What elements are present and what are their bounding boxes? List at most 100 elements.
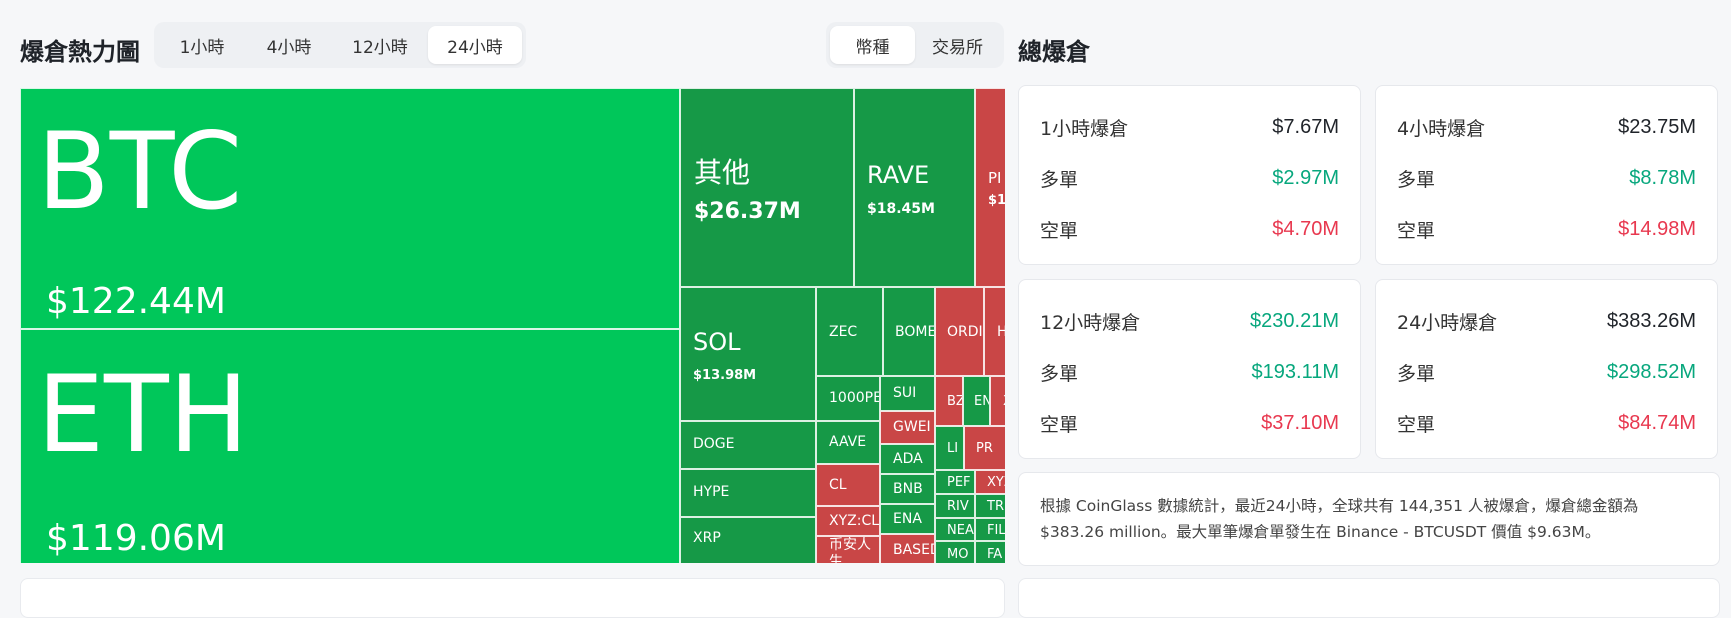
heatmap-cell-xyz[interactable]: XYZ xyxy=(975,470,1005,494)
stat-short-row: 空單 $84.74M xyxy=(1397,408,1696,438)
heatmap-cell-doge[interactable]: DOGE xyxy=(680,421,816,469)
heatmap-cell-hype[interactable]: HYPE xyxy=(680,469,816,517)
heatmap-cell-other[interactable]: 其他 $26.37M xyxy=(680,88,854,287)
tab-4h[interactable]: 4小時 xyxy=(266,37,312,58)
heatmap-cell-zec[interactable]: ZEC xyxy=(816,287,883,376)
stat-total-value: $383.26M xyxy=(1607,309,1696,332)
long-value: $193.11M xyxy=(1251,360,1339,383)
heatmap-cell-ada[interactable]: ADA xyxy=(880,444,935,474)
stat-total-value: $7.67M xyxy=(1272,115,1339,138)
stat-total-row: 1小時爆倉 $7.67M xyxy=(1040,112,1339,142)
heatmap-cell-1000pe[interactable]: 1000PE xyxy=(816,376,880,421)
cell-symbol: BASED xyxy=(893,542,934,558)
time-range-selector: 1小時 4小時 12小時 24小時 xyxy=(154,22,526,68)
heatmap-cell-pr[interactable]: PR xyxy=(964,426,1005,470)
cell-value: $119.06M xyxy=(46,518,226,559)
heatmap-cell-binance-life[interactable]: 币安人生 xyxy=(816,536,880,563)
short-label: 空單 xyxy=(1397,413,1436,436)
tab-coin[interactable]: 幣種 xyxy=(830,26,915,64)
heatmap-cell-bome[interactable]: BOME xyxy=(883,287,935,376)
short-value: $37.10M xyxy=(1261,411,1339,434)
heatmap-cell-tr[interactable]: TR xyxy=(975,494,1005,518)
tab-1h[interactable]: 1小時 xyxy=(179,37,225,58)
tab-24h[interactable]: 24小時 xyxy=(428,26,522,64)
cell-symbol: BZ xyxy=(947,394,962,409)
heatmap-cell-en[interactable]: EN xyxy=(963,376,990,426)
long-value: $298.52M xyxy=(1607,360,1696,383)
long-value: $8.78M xyxy=(1629,166,1696,189)
stat-label: 24小時爆倉 xyxy=(1397,311,1498,334)
stat-total-value: $23.75M xyxy=(1618,115,1696,138)
short-value: $84.74M xyxy=(1618,411,1696,434)
short-label: 空單 xyxy=(1397,219,1436,242)
liquidation-heatmap: BTC $122.44M ETH $119.06M 其他 $26.37M RAV… xyxy=(20,88,1005,563)
long-value: $2.97M xyxy=(1272,166,1339,189)
cell-symbol: LI xyxy=(947,441,959,456)
tab-exchange[interactable]: 交易所 xyxy=(932,37,983,58)
stat-short-row: 空單 $4.70M xyxy=(1040,214,1339,244)
cell-value: $13.98M xyxy=(693,368,757,383)
stat-total-row: 24小時爆倉 $383.26M xyxy=(1397,306,1696,336)
cell-value: $26.37M xyxy=(694,199,801,224)
heatmap-cell-cl[interactable]: CL xyxy=(816,464,880,506)
short-value: $4.70M xyxy=(1272,217,1339,240)
group-by-selector: 幣種 交易所 xyxy=(826,22,1004,68)
heatmap-cell-rave[interactable]: RAVE $18.45M xyxy=(854,88,975,287)
long-label: 多單 xyxy=(1397,362,1436,385)
cell-symbol: MO xyxy=(947,547,969,562)
heatmap-cell-sol[interactable]: SOL $13.98M xyxy=(680,287,816,421)
stat-short-row: 空單 $14.98M xyxy=(1397,214,1696,244)
heatmap-cell-riv[interactable]: RIV xyxy=(935,494,975,518)
heatmap-title: 爆倉熱力圖 xyxy=(20,38,140,66)
cell-symbol: BNB xyxy=(893,481,923,497)
cell-symbol: ENA xyxy=(893,511,922,527)
cell-symbol: DOGE xyxy=(693,436,735,452)
stat-total-value: $230.21M xyxy=(1250,309,1339,332)
stat-label: 4小時爆倉 xyxy=(1397,117,1486,140)
cell-symbol: SOL xyxy=(693,328,741,356)
heatmap-cell-ena[interactable]: ENA xyxy=(880,504,935,534)
cell-symbol: AAVE xyxy=(829,434,867,450)
cell-symbol: CL xyxy=(829,477,847,493)
heatmap-cell-fil[interactable]: FIL xyxy=(975,518,1005,541)
cell-symbol: NEA xyxy=(947,523,974,538)
cell-symbol: 1000PE xyxy=(829,390,880,406)
cell-symbol: 其他 xyxy=(694,156,751,189)
heatmap-cell-bnb[interactable]: BNB xyxy=(880,474,935,504)
heatmap-cell-li[interactable]: LI xyxy=(935,426,964,470)
stat-total-row: 4小時爆倉 $23.75M xyxy=(1397,112,1696,142)
cell-symbol: BOME xyxy=(895,324,935,340)
heatmap-cell-xyz-cl[interactable]: XYZ:CL xyxy=(816,506,880,536)
heatmap-cell-fa[interactable]: FA xyxy=(975,541,1005,563)
heatmap-cell-based[interactable]: BASED xyxy=(880,534,935,563)
heatmap-cell-gwei[interactable]: GWEI xyxy=(880,411,935,444)
tab-12h[interactable]: 12小時 xyxy=(352,37,408,58)
heatmap-cell-xrp[interactable]: XRP xyxy=(680,517,816,563)
heatmap-cell-btc[interactable]: BTC $122.44M xyxy=(20,88,680,329)
heatmap-cell-mo[interactable]: MO xyxy=(935,541,975,563)
heatmap-cell-h[interactable]: H xyxy=(984,287,1005,376)
heatmap-cell-pi[interactable]: PI $1 xyxy=(975,88,1005,287)
cell-value: $18.45M xyxy=(867,201,935,217)
heatmap-cell-eth[interactable]: ETH $119.06M xyxy=(20,329,680,563)
cell-symbol: 币安人生 xyxy=(829,537,871,563)
cell-symbol: EN xyxy=(974,394,989,409)
heatmap-cell-aave[interactable]: AAVE xyxy=(816,421,880,464)
cell-symbol: TR xyxy=(987,499,1004,514)
heatmap-cell-bz[interactable]: BZ xyxy=(935,376,963,426)
heatmap-cell-nea[interactable]: NEA xyxy=(935,518,975,541)
cell-symbol: XRP xyxy=(693,530,721,546)
heatmap-cell-x[interactable]: X xyxy=(990,376,1005,426)
stat-long-row: 多單 $193.11M xyxy=(1040,357,1339,387)
cell-symbol: PR xyxy=(976,441,993,456)
next-section-card xyxy=(20,578,1005,618)
heatmap-cell-ordi[interactable]: ORDI xyxy=(935,287,984,376)
cell-value: $1 xyxy=(988,193,1005,208)
summary-text: 根據 CoinGlass 數據統計，最近24小時，全球共有 144,351 人被… xyxy=(1040,497,1639,541)
cell-symbol: BTC xyxy=(37,110,243,233)
heatmap-cell-pef[interactable]: PEF xyxy=(935,470,975,494)
long-label: 多單 xyxy=(1397,168,1436,191)
heatmap-cell-sui[interactable]: SUI xyxy=(880,376,935,411)
cell-symbol: ORDI xyxy=(947,324,983,340)
cell-symbol: ADA xyxy=(893,451,923,467)
